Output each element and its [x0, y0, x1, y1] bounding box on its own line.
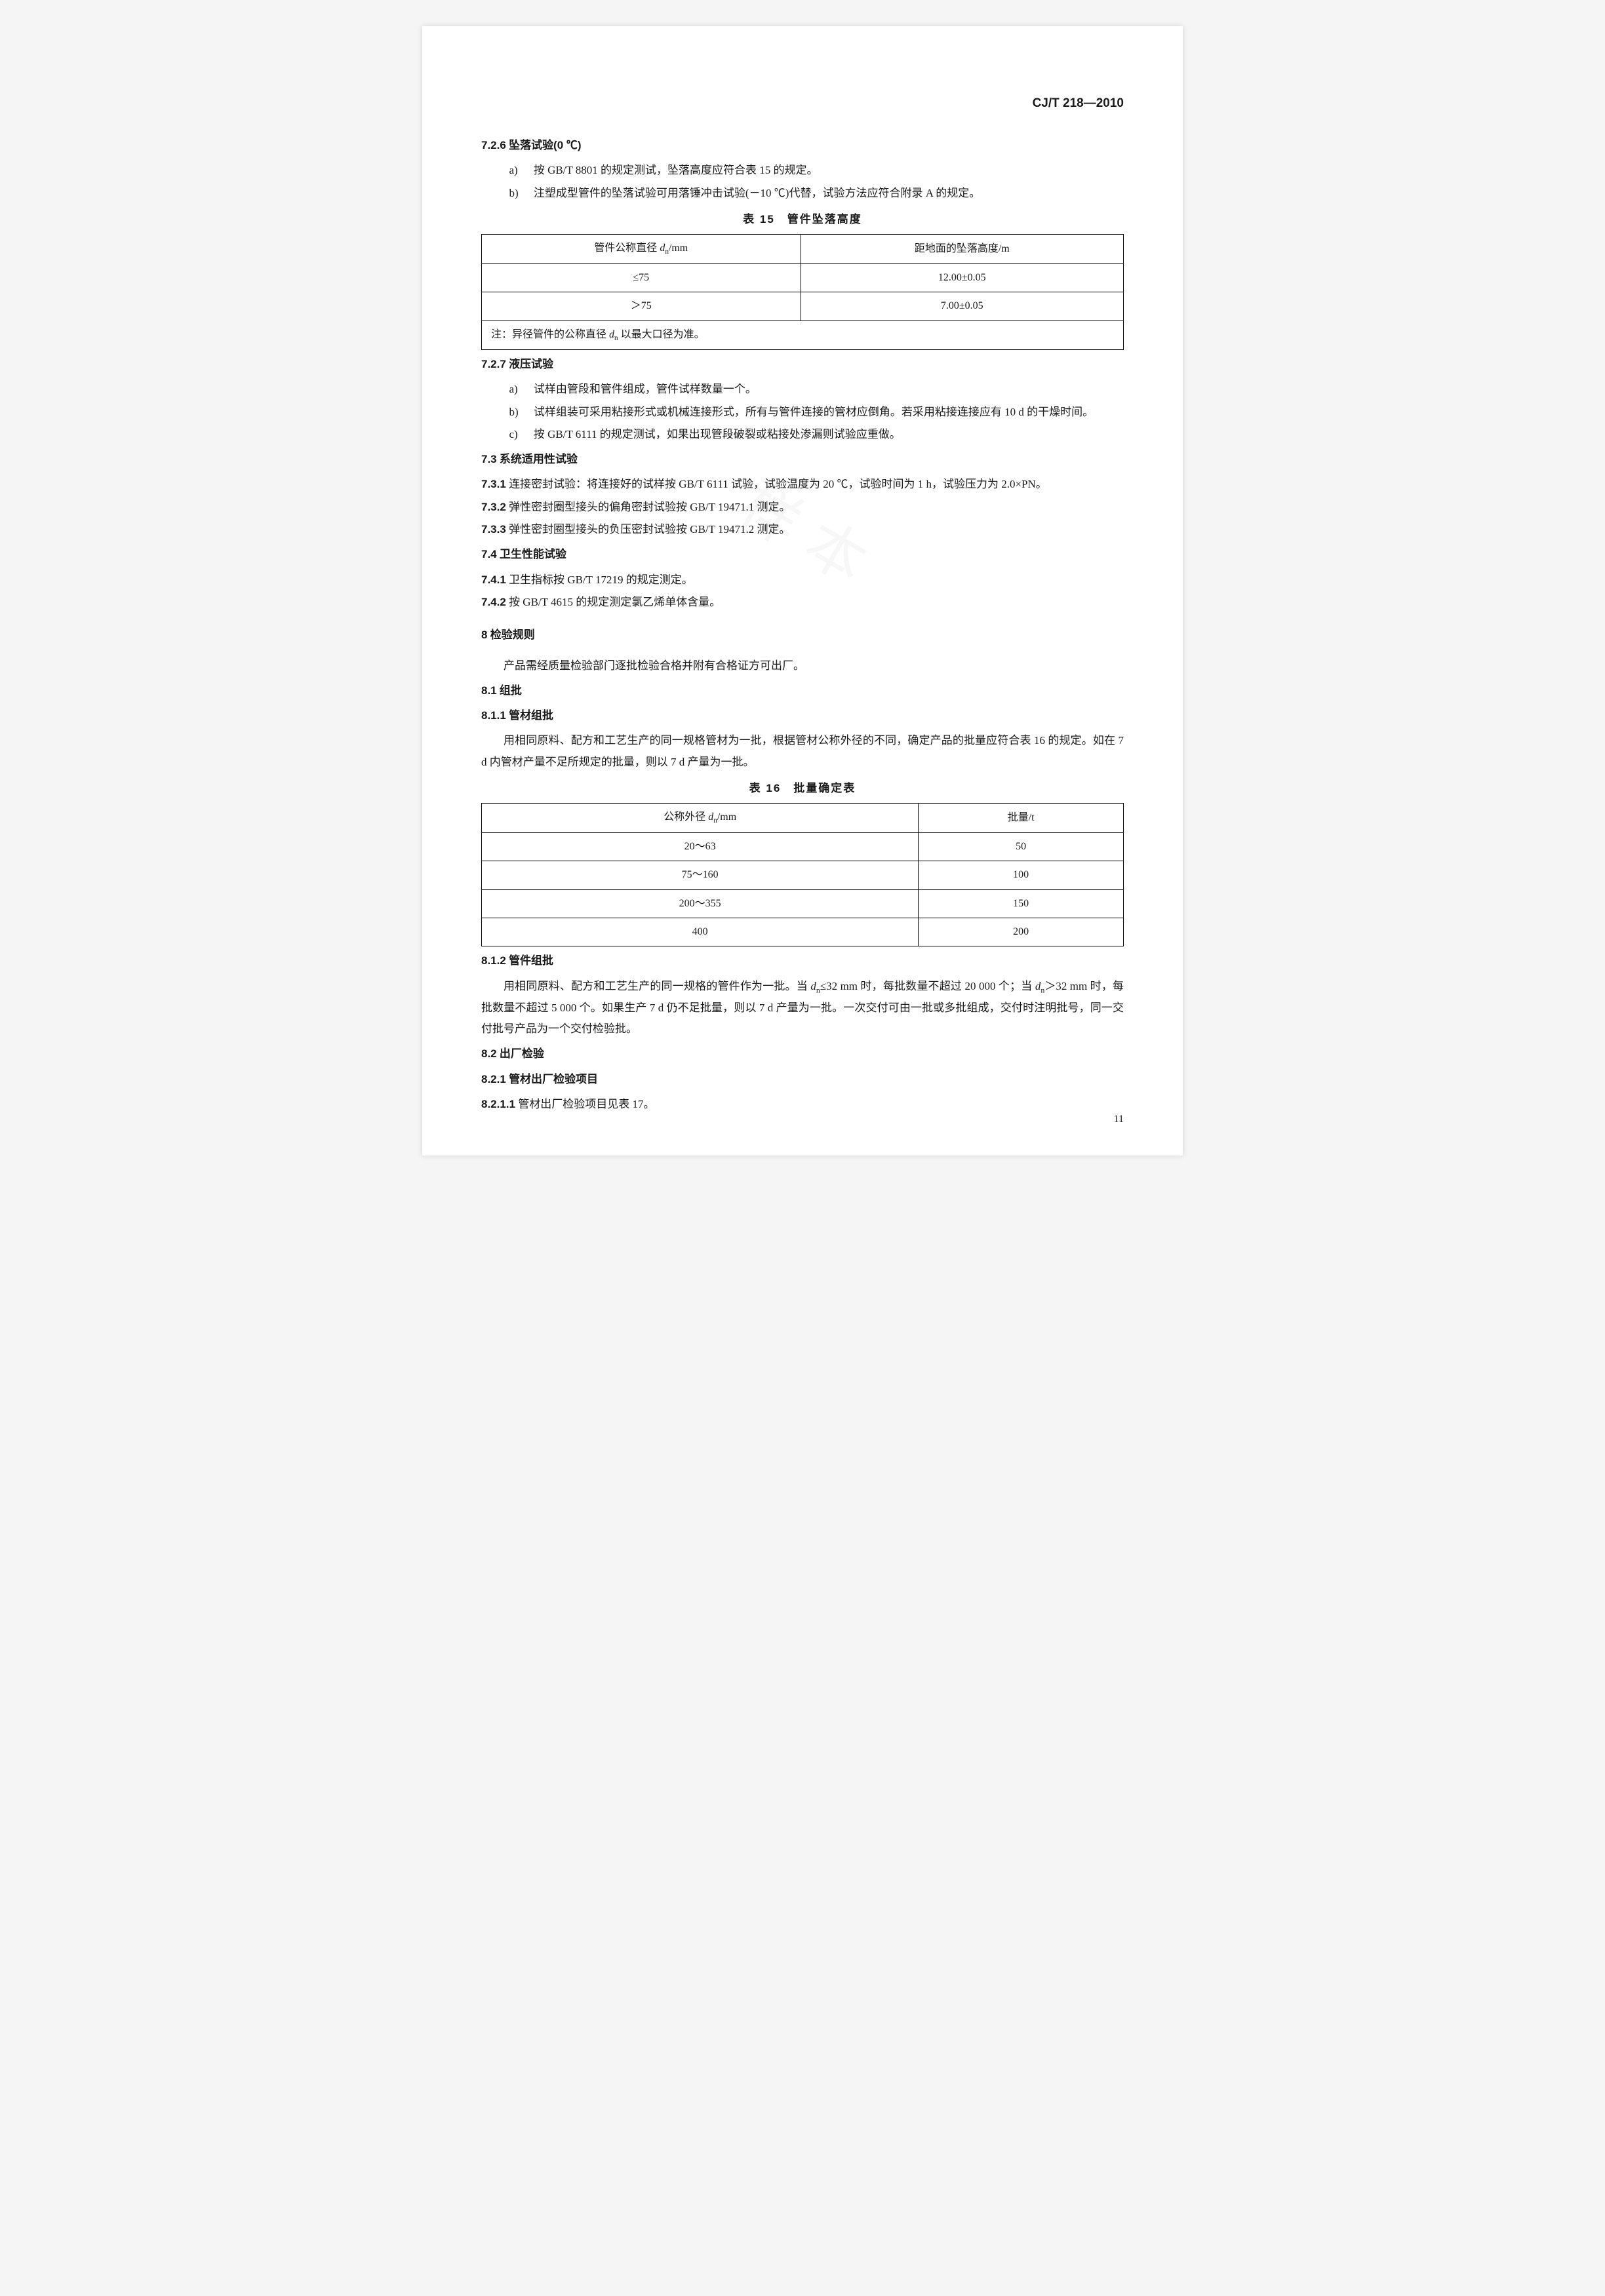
table16-caption: 表 16 批量确定表 [481, 778, 1124, 799]
heading-8-1-1: 8.1.1 管材组批 [481, 705, 1124, 726]
sec-num: 7.2.6 [481, 139, 506, 151]
sec-title: 管件组批 [509, 954, 553, 967]
table-row: ＞75 7.00±0.05 [482, 292, 1124, 321]
table-header-row: 管件公称直径 dn/mm 距地面的坠落高度/m [482, 235, 1124, 263]
list-marker: b) [509, 183, 534, 204]
table-cell: 20～63 [482, 832, 919, 861]
table-cell: 50 [919, 832, 1124, 861]
heading-7-2-6: 7.2.6 坠落试验(0 ℃) [481, 135, 1124, 156]
page: 样 本 CJ/T 218—2010 7.2.6 坠落试验(0 ℃) a) 按 G… [422, 26, 1183, 1156]
heading-8-2: 8.2 出厂检验 [481, 1043, 1124, 1064]
table-cell: 200～355 [482, 889, 919, 918]
para-8-1-2: 用相同原料、配方和工艺生产的同一规格的管件作为一批。当 dn≤32 mm 时，每… [481, 976, 1124, 1040]
list-7-2-7: a) 试样由管段和管件组成，管件试样数量一个。 b) 试样组装可采用粘接形式或机… [481, 379, 1124, 445]
list-text: 注塑成型管件的坠落试验可用落锤冲击试验(－10 ℃)代替，试验方法应符合附录 A… [534, 183, 1124, 204]
para-7-4-2: 7.4.2 按 GB/T 4615 的规定测定氯乙烯单体含量。 [481, 592, 1124, 613]
sec-num: 7.3 [481, 453, 497, 465]
sec-title: 出厂检验 [500, 1047, 544, 1060]
table-cell: 400 [482, 918, 919, 946]
table15-caption: 表 15 管件坠落高度 [481, 209, 1124, 230]
sec-title: 管材出厂检验项目 [509, 1073, 598, 1085]
para-8-2-1-1: 8.2.1.1 管材出厂检验项目见表 17。 [481, 1094, 1124, 1115]
sec-num: 7.4 [481, 548, 497, 560]
table-row: ≤75 12.00±0.05 [482, 263, 1124, 292]
sec-num: 8.1.2 [481, 954, 506, 967]
sec-num: 7.2.7 [481, 358, 506, 370]
table-note: 注：异径管件的公称直径 dn 以最大口径为准。 [482, 321, 1124, 349]
list-item: c) 按 GB/T 6111 的规定测试，如果出现管段破裂或粘接处渗漏则试验应重… [509, 424, 1124, 445]
heading-7-3: 7.3 系统适用性试验 [481, 449, 1124, 470]
sec-title: 液压试验 [509, 358, 553, 370]
sec-num: 8.2 [481, 1047, 497, 1060]
list-text: 按 GB/T 6111 的规定测试，如果出现管段破裂或粘接处渗漏则试验应重做。 [534, 424, 1124, 445]
sec-num: 8.1.1 [481, 709, 506, 722]
list-text: 试样组装可采用粘接形式或机械连接形式，所有与管件连接的管材应倒角。若采用粘接连接… [534, 402, 1124, 423]
sec-num: 8.2.1 [481, 1073, 506, 1085]
sec-title: 管材组批 [509, 709, 553, 722]
table-cell: ≤75 [482, 263, 801, 292]
table-cell: ＞75 [482, 292, 801, 321]
standard-code: CJ/T 218—2010 [481, 92, 1124, 115]
page-number: 11 [1114, 1110, 1124, 1129]
table-row: 75～160 100 [482, 861, 1124, 889]
heading-8-1-2: 8.1.2 管件组批 [481, 950, 1124, 971]
table-header: 管件公称直径 dn/mm [482, 235, 801, 263]
list-item: a) 按 GB/T 8801 的规定测试，坠落高度应符合表 15 的规定。 [509, 160, 1124, 181]
sec-title: 组批 [500, 684, 522, 697]
para-7-3-3: 7.3.3 弹性密封圈型接头的负压密封试验按 GB/T 19471.2 测定。 [481, 519, 1124, 540]
table16: 公称外径 dn/mm 批量/t 20～63 50 75～160 100 200～… [481, 803, 1124, 946]
para-7-4-1: 7.4.1 卫生指标按 GB/T 17219 的规定测定。 [481, 570, 1124, 591]
sec-title: 系统适用性试验 [500, 453, 578, 465]
para-8-1-1: 用相同原料、配方和工艺生产的同一规格管材为一批，根据管材公称外径的不同，确定产品… [481, 730, 1124, 773]
table-note-row: 注：异径管件的公称直径 dn 以最大口径为准。 [482, 321, 1124, 349]
list-marker: a) [509, 379, 534, 400]
list-item: a) 试样由管段和管件组成，管件试样数量一个。 [509, 379, 1124, 400]
list-7-2-6: a) 按 GB/T 8801 的规定测试，坠落高度应符合表 15 的规定。 b)… [481, 160, 1124, 204]
list-text: 试样由管段和管件组成，管件试样数量一个。 [534, 379, 1124, 400]
table-row: 200～355 150 [482, 889, 1124, 918]
sec-num: 8 [481, 629, 487, 641]
table-header: 批量/t [919, 804, 1124, 832]
sec-title: 坠落试验(0 ℃) [509, 139, 582, 151]
heading-8: 8 检验规则 [481, 625, 1124, 646]
heading-8-1: 8.1 组批 [481, 680, 1124, 701]
table-cell: 7.00±0.05 [801, 292, 1123, 321]
table-row: 20～63 50 [482, 832, 1124, 861]
list-marker: b) [509, 402, 534, 423]
table-header: 距地面的坠落高度/m [801, 235, 1123, 263]
table-cell: 75～160 [482, 861, 919, 889]
table-cell: 150 [919, 889, 1124, 918]
list-item: b) 注塑成型管件的坠落试验可用落锤冲击试验(－10 ℃)代替，试验方法应符合附… [509, 183, 1124, 204]
table-cell: 12.00±0.05 [801, 263, 1123, 292]
table-cell: 100 [919, 861, 1124, 889]
table-row: 400 200 [482, 918, 1124, 946]
list-text: 按 GB/T 8801 的规定测试，坠落高度应符合表 15 的规定。 [534, 160, 1124, 181]
sec-title: 检验规则 [490, 629, 535, 641]
table-header-row: 公称外径 dn/mm 批量/t [482, 804, 1124, 832]
table-cell: 200 [919, 918, 1124, 946]
heading-7-2-7: 7.2.7 液压试验 [481, 354, 1124, 375]
list-marker: a) [509, 160, 534, 181]
sec-num: 8.1 [481, 684, 497, 697]
para-8-intro: 产品需经质量检验部门逐批检验合格并附有合格证方可出厂。 [481, 655, 1124, 676]
para-7-3-2: 7.3.2 弹性密封圈型接头的偏角密封试验按 GB/T 19471.1 测定。 [481, 497, 1124, 518]
list-item: b) 试样组装可采用粘接形式或机械连接形式，所有与管件连接的管材应倒角。若采用粘… [509, 402, 1124, 423]
heading-7-4: 7.4 卫生性能试验 [481, 544, 1124, 565]
heading-8-2-1: 8.2.1 管材出厂检验项目 [481, 1069, 1124, 1090]
list-marker: c) [509, 424, 534, 445]
table-header: 公称外径 dn/mm [482, 804, 919, 832]
sec-title: 卫生性能试验 [500, 548, 566, 560]
para-7-3-1: 7.3.1 连接密封试验：将连接好的试样按 GB/T 6111 试验，试验温度为… [481, 474, 1124, 495]
table15: 管件公称直径 dn/mm 距地面的坠落高度/m ≤75 12.00±0.05 ＞… [481, 234, 1124, 350]
